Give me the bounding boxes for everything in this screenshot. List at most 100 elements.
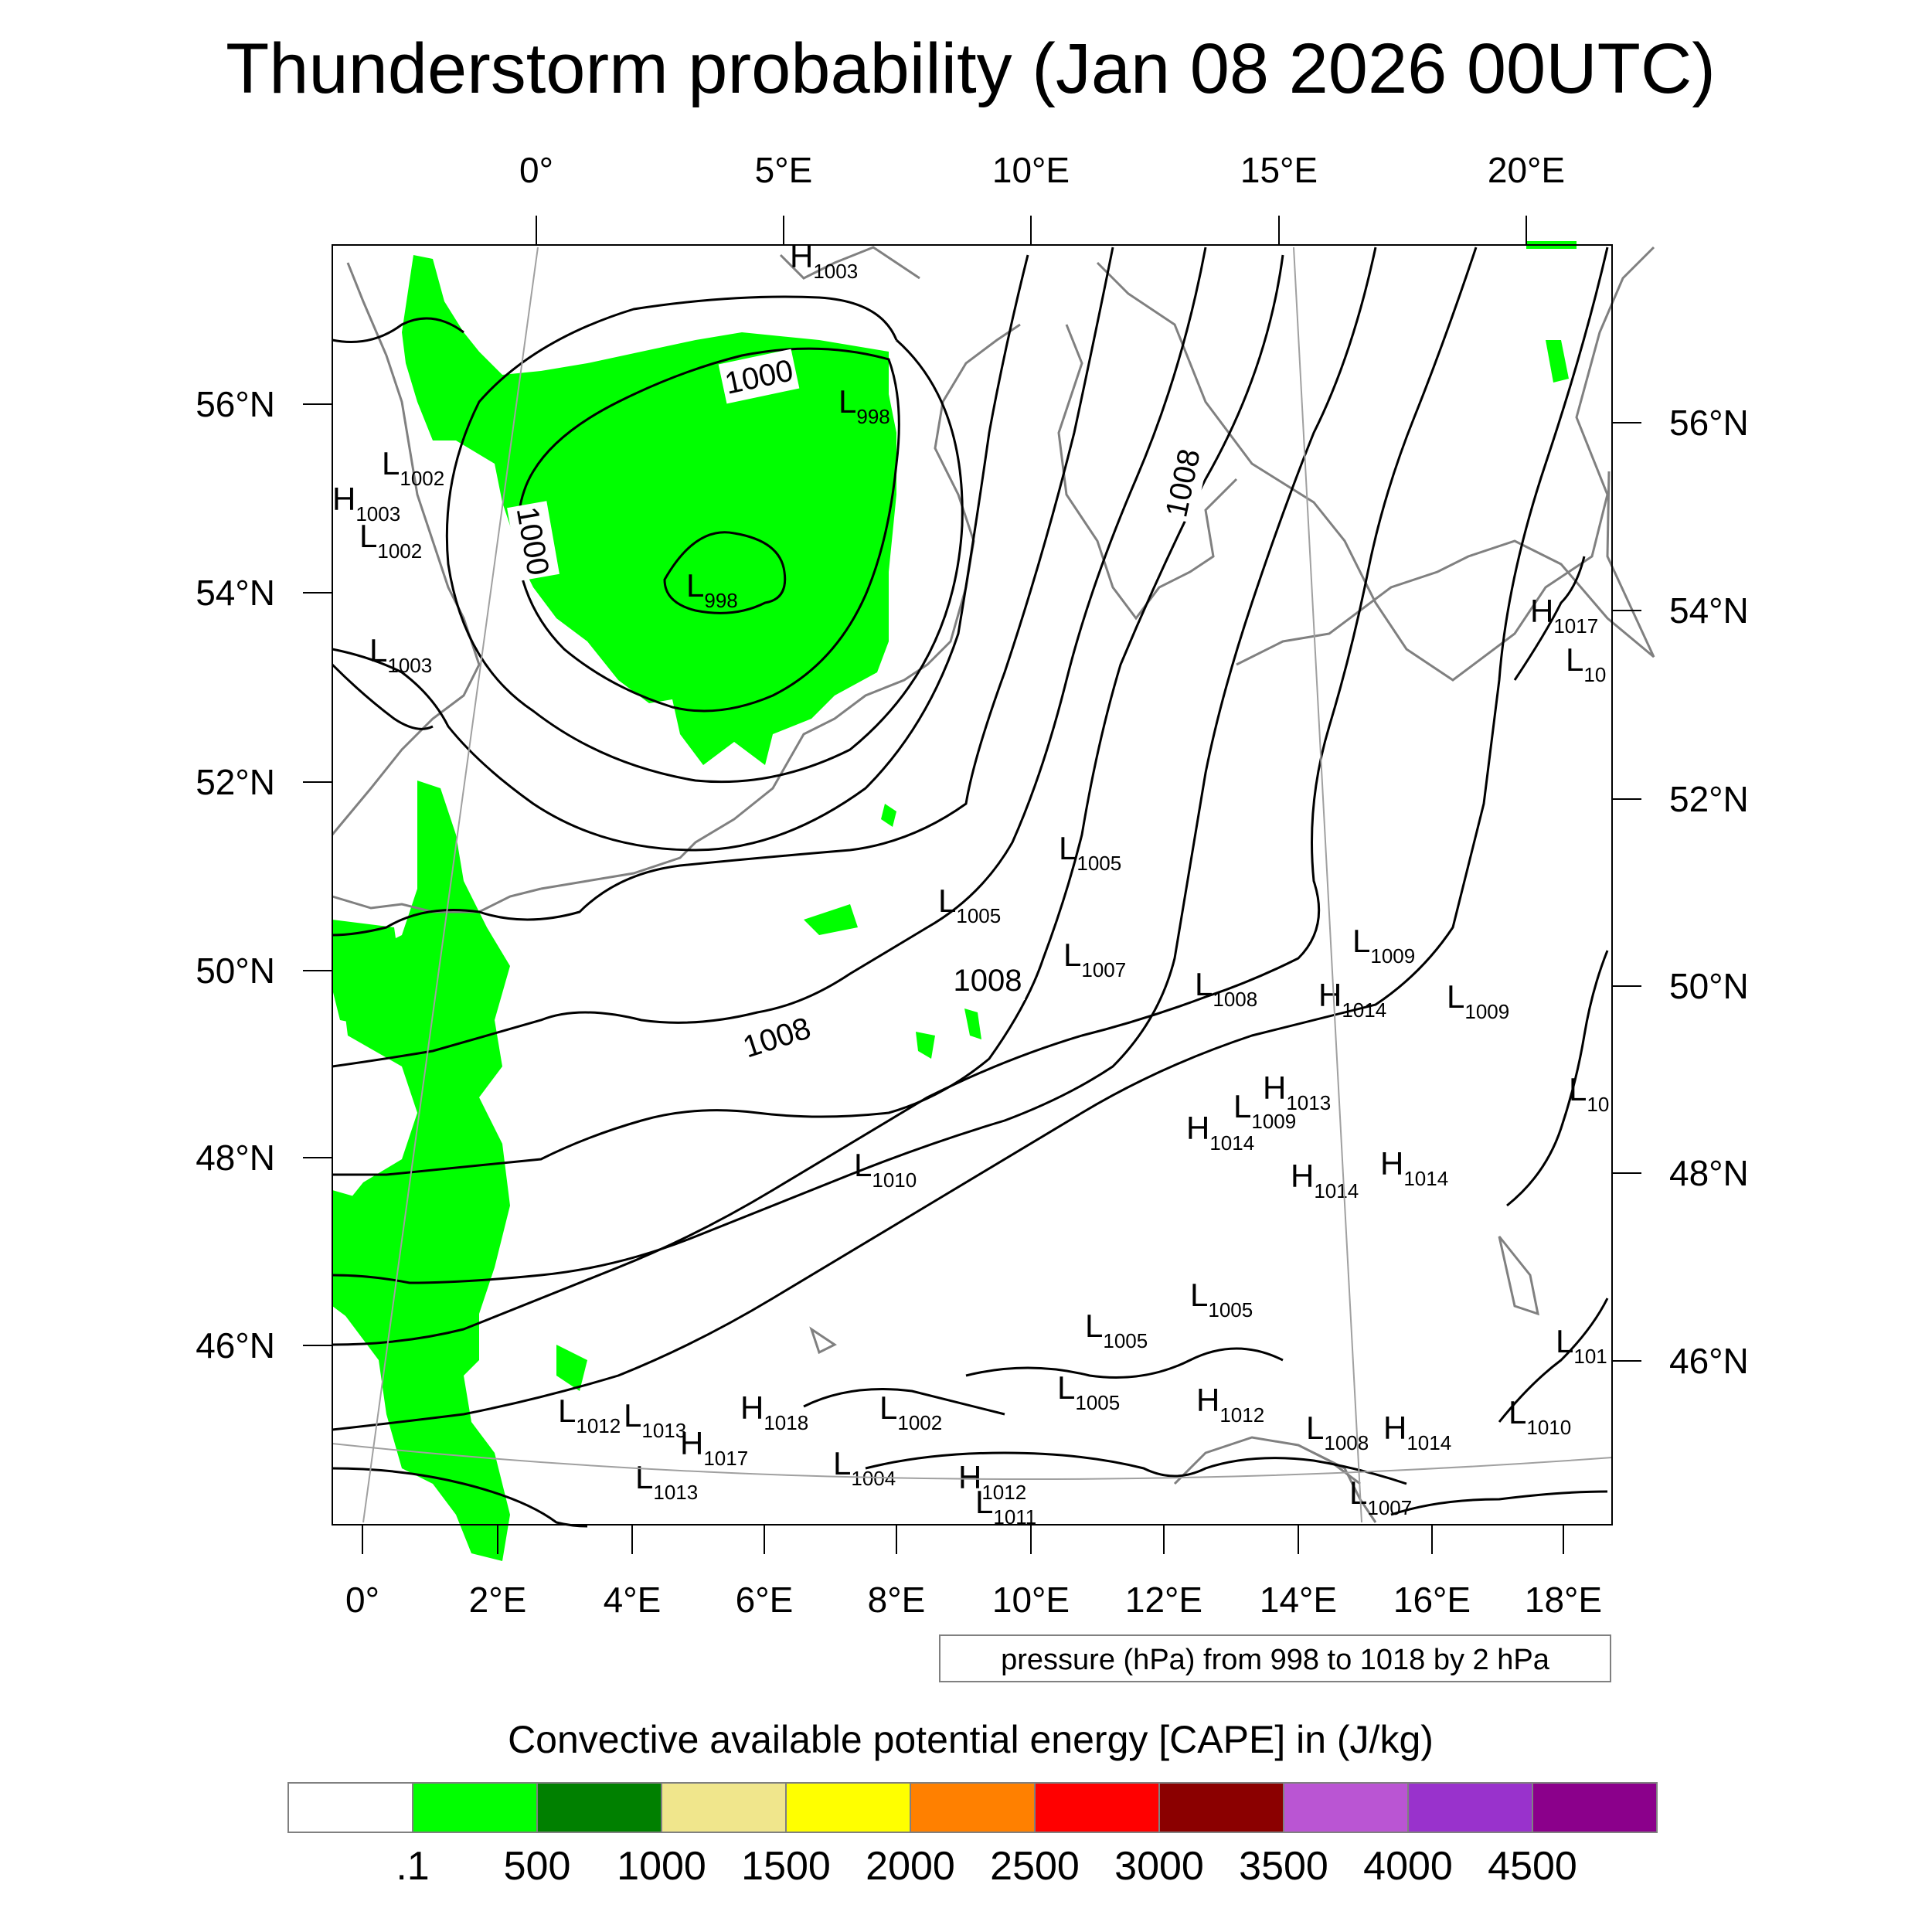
isobar-west-2 [331, 663, 434, 730]
cape-field-north-sea [402, 255, 896, 765]
isobar-west-1 [332, 317, 464, 343]
isobar-1000-ring [515, 347, 900, 713]
lat-label-right: 54°N [1669, 590, 1749, 631]
lat-label-left: 48°N [196, 1138, 275, 1178]
isobar-1010 [332, 247, 1377, 1284]
isobar-998-inner [663, 531, 787, 614]
label-bg [951, 960, 1025, 1000]
top-lon-labels: 0° 5°E 10°E 15°E 20°E [519, 150, 1565, 190]
label-bg [1155, 442, 1210, 524]
pressure-center-label: H1014 [1318, 977, 1386, 1022]
lon-label-bottom: 10°E [992, 1580, 1070, 1620]
colorbar-box [536, 1782, 662, 1833]
pressure-center-label: H1003 [790, 238, 858, 283]
left-lat-labels: 56°N 54°N 52°N 50°N 48°N 46°N [196, 384, 275, 1366]
pressure-center-label: L1002 [382, 445, 444, 490]
pressure-center-label: L1010 [854, 1147, 917, 1192]
colorbar: Convective available potential energy [C… [287, 1718, 1658, 1889]
label-bg [718, 349, 800, 404]
coast-lake-1 [809, 1326, 837, 1355]
pressure-center-label: L1013 [635, 1459, 698, 1504]
pressure-center-label: L1002 [359, 518, 422, 563]
colorbar-label: .1 [396, 1844, 429, 1889]
lon-label-bottom: 0° [345, 1580, 379, 1620]
label-bg [735, 1006, 818, 1068]
colorbar-label: 2000 [866, 1844, 955, 1889]
lat-label-left: 56°N [196, 384, 275, 424]
lon-label-bottom: 12°E [1125, 1580, 1202, 1620]
pressure-center-label: L10 [1569, 1071, 1609, 1116]
colorbar-labels: .1 500 1000 1500 2000 2500 3000 3500 4000 4500 [396, 1844, 1577, 1889]
contour-info-text: pressure (hPa) from 998 to 1018 by 2 hPa [1001, 1644, 1550, 1676]
isobars [331, 247, 1609, 1528]
lat-label-right: 50°N [1669, 966, 1749, 1006]
pressure-center-label: L1003 [369, 632, 432, 677]
colorbar-label: 1500 [741, 1844, 831, 1889]
lat-label-right: 48°N [1669, 1153, 1749, 1193]
lon-label-bottom: 18°E [1525, 1580, 1602, 1620]
coast-italy [1313, 1451, 1377, 1523]
coast-lake-2 [1498, 1236, 1539, 1316]
pressure-center-label: L1007 [1349, 1475, 1412, 1519]
pressure-center-label: H1017 [680, 1425, 748, 1470]
isobar-label: 1008 [1159, 446, 1207, 520]
isobar-1002 [445, 295, 964, 784]
isobar-1004 [332, 254, 1029, 852]
map-title: Thunderstorm probability (Jan 08 2026 00… [226, 29, 1716, 108]
colorbar-label: 3000 [1114, 1844, 1204, 1889]
pressure-center-label: L101 [1556, 1323, 1607, 1368]
colorbar-box [412, 1782, 538, 1833]
colorbar-boxes [287, 1782, 1658, 1833]
bottom-lon-labels: 0° 2°E 4°E 6°E 8°E 10°E 12°E 14°E 16°E 1… [345, 1580, 1602, 1620]
isobar-south-1 [865, 1451, 1407, 1485]
ticks [303, 216, 1641, 1554]
colorbar-box [287, 1782, 413, 1833]
lon-label-top: 10°E [992, 150, 1070, 190]
lat-label-right: 46°N [1669, 1341, 1749, 1381]
isobar-label-group: 1008 [1155, 442, 1210, 524]
pressure-center-label: H1014 [1383, 1410, 1451, 1454]
pressure-center-label: L998 [838, 383, 890, 428]
colorbar-label: 4500 [1488, 1844, 1577, 1889]
colorbar-box [1407, 1782, 1533, 1833]
cape-field-small-1 [804, 904, 858, 935]
contour-info-frame [939, 1634, 1611, 1682]
isobar-label-group: 1008 [951, 960, 1025, 1000]
cape-field-small-6 [881, 804, 896, 827]
isobar-1008-north [332, 247, 1207, 1068]
isobar-south-4 [965, 1347, 1284, 1379]
isobar-south-2 [1390, 1490, 1608, 1516]
lon-label-top: 5°E [755, 150, 813, 190]
pressure-center-label: L1005 [1057, 1369, 1120, 1414]
coast-britain [331, 262, 481, 835]
pressure-center-label: L1008 [1306, 1410, 1369, 1454]
cape-field-sw [332, 1190, 433, 1345]
colorbar-box [785, 1782, 911, 1833]
coast-baltic-south [1236, 471, 1655, 666]
lat-label-right: 56°N [1669, 403, 1749, 443]
right-lat-labels: 56°N 54°N 52°N 50°N 48°N 46°N [1669, 403, 1749, 1381]
isobar-1008-south [332, 254, 1284, 1176]
isobar-1006a [332, 247, 1114, 937]
pressure-center-label: L1008 [1195, 966, 1257, 1011]
colorbar-label: 2500 [990, 1844, 1080, 1889]
colorbar-box [910, 1782, 1036, 1833]
lon-label-top: 15°E [1240, 150, 1318, 190]
map-frame [332, 244, 1613, 1526]
colorbar-box [1532, 1782, 1658, 1833]
label-bg [507, 501, 560, 581]
pressure-center-label: H1012 [1196, 1382, 1264, 1427]
lat-label-left: 50°N [196, 951, 275, 991]
coast-denmark [1057, 324, 1238, 621]
isobar-east-1 [1506, 950, 1609, 1207]
isobar-baltic [1513, 556, 1586, 681]
coast-france-north [540, 323, 1021, 890]
colorbar-title: Convective available potential energy [C… [508, 1718, 1434, 1761]
cape-field-small-7 [556, 1345, 587, 1391]
isobar-1014 [332, 247, 1609, 1431]
pressure-center-label: L1005 [1059, 830, 1121, 875]
graticule [332, 247, 1613, 1523]
colorbar-box [1034, 1782, 1160, 1833]
lat-label-left: 54°N [196, 573, 275, 613]
